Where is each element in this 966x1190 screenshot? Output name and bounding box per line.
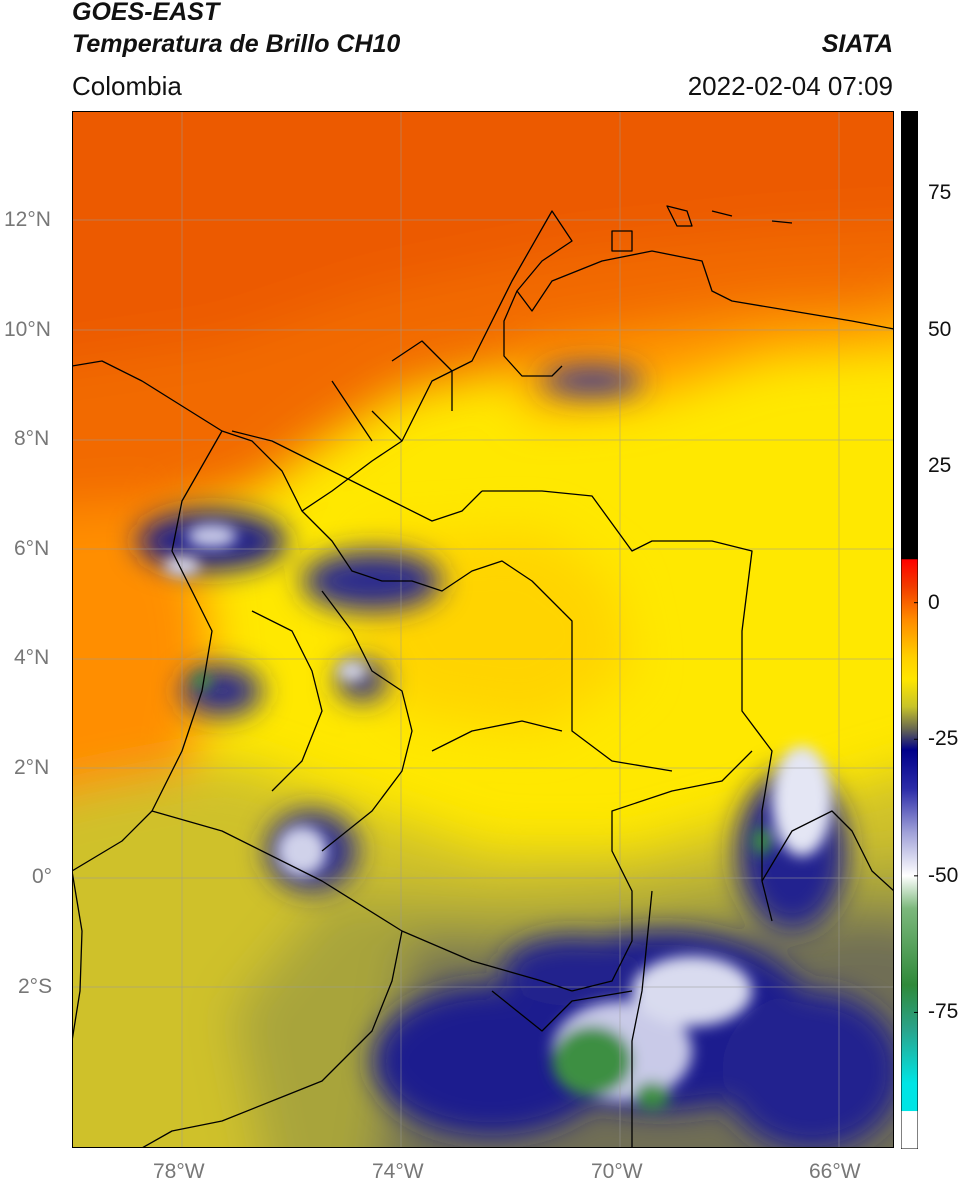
colorbar-label: -75	[928, 1000, 959, 1024]
lon-label: 70°W	[591, 1160, 643, 1183]
colorbar-label: 25	[928, 454, 952, 478]
lat-label: 12°N	[4, 208, 51, 231]
lat-label: 6°N	[14, 537, 50, 560]
borders-and-coastlines	[72, 205, 894, 1148]
lat-label: 2°N	[14, 756, 50, 779]
lon-label: 78°W	[153, 1160, 205, 1183]
lat-label: 2°S	[18, 975, 53, 998]
source-label: SIATA	[821, 30, 893, 58]
product-title: Temperatura de Brillo CH10	[72, 30, 401, 58]
colorbar-label: 0	[928, 590, 940, 614]
lat-label: 0°	[32, 865, 53, 888]
datetime-label: 2022-02-04 07:09	[687, 71, 893, 101]
lat-label: 8°N	[14, 427, 50, 450]
brightness-temperature-map	[72, 111, 894, 1148]
colorbar-label: 50	[928, 317, 952, 341]
lon-label: 66°W	[809, 1160, 861, 1183]
colorbar-label: 75	[928, 180, 952, 204]
colorbar	[901, 111, 918, 1149]
lon-label: 74°W	[372, 1160, 424, 1183]
region-label: Colombia	[72, 71, 182, 101]
gridlines	[72, 111, 894, 1148]
cloud-tops	[164, 524, 832, 1110]
colorbar-label: -50	[928, 863, 959, 887]
colorbar-label: -25	[928, 727, 959, 751]
lat-label: 4°N	[14, 646, 50, 669]
satellite-title: GOES-EAST	[72, 0, 220, 26]
lat-label: 10°N	[4, 318, 51, 341]
